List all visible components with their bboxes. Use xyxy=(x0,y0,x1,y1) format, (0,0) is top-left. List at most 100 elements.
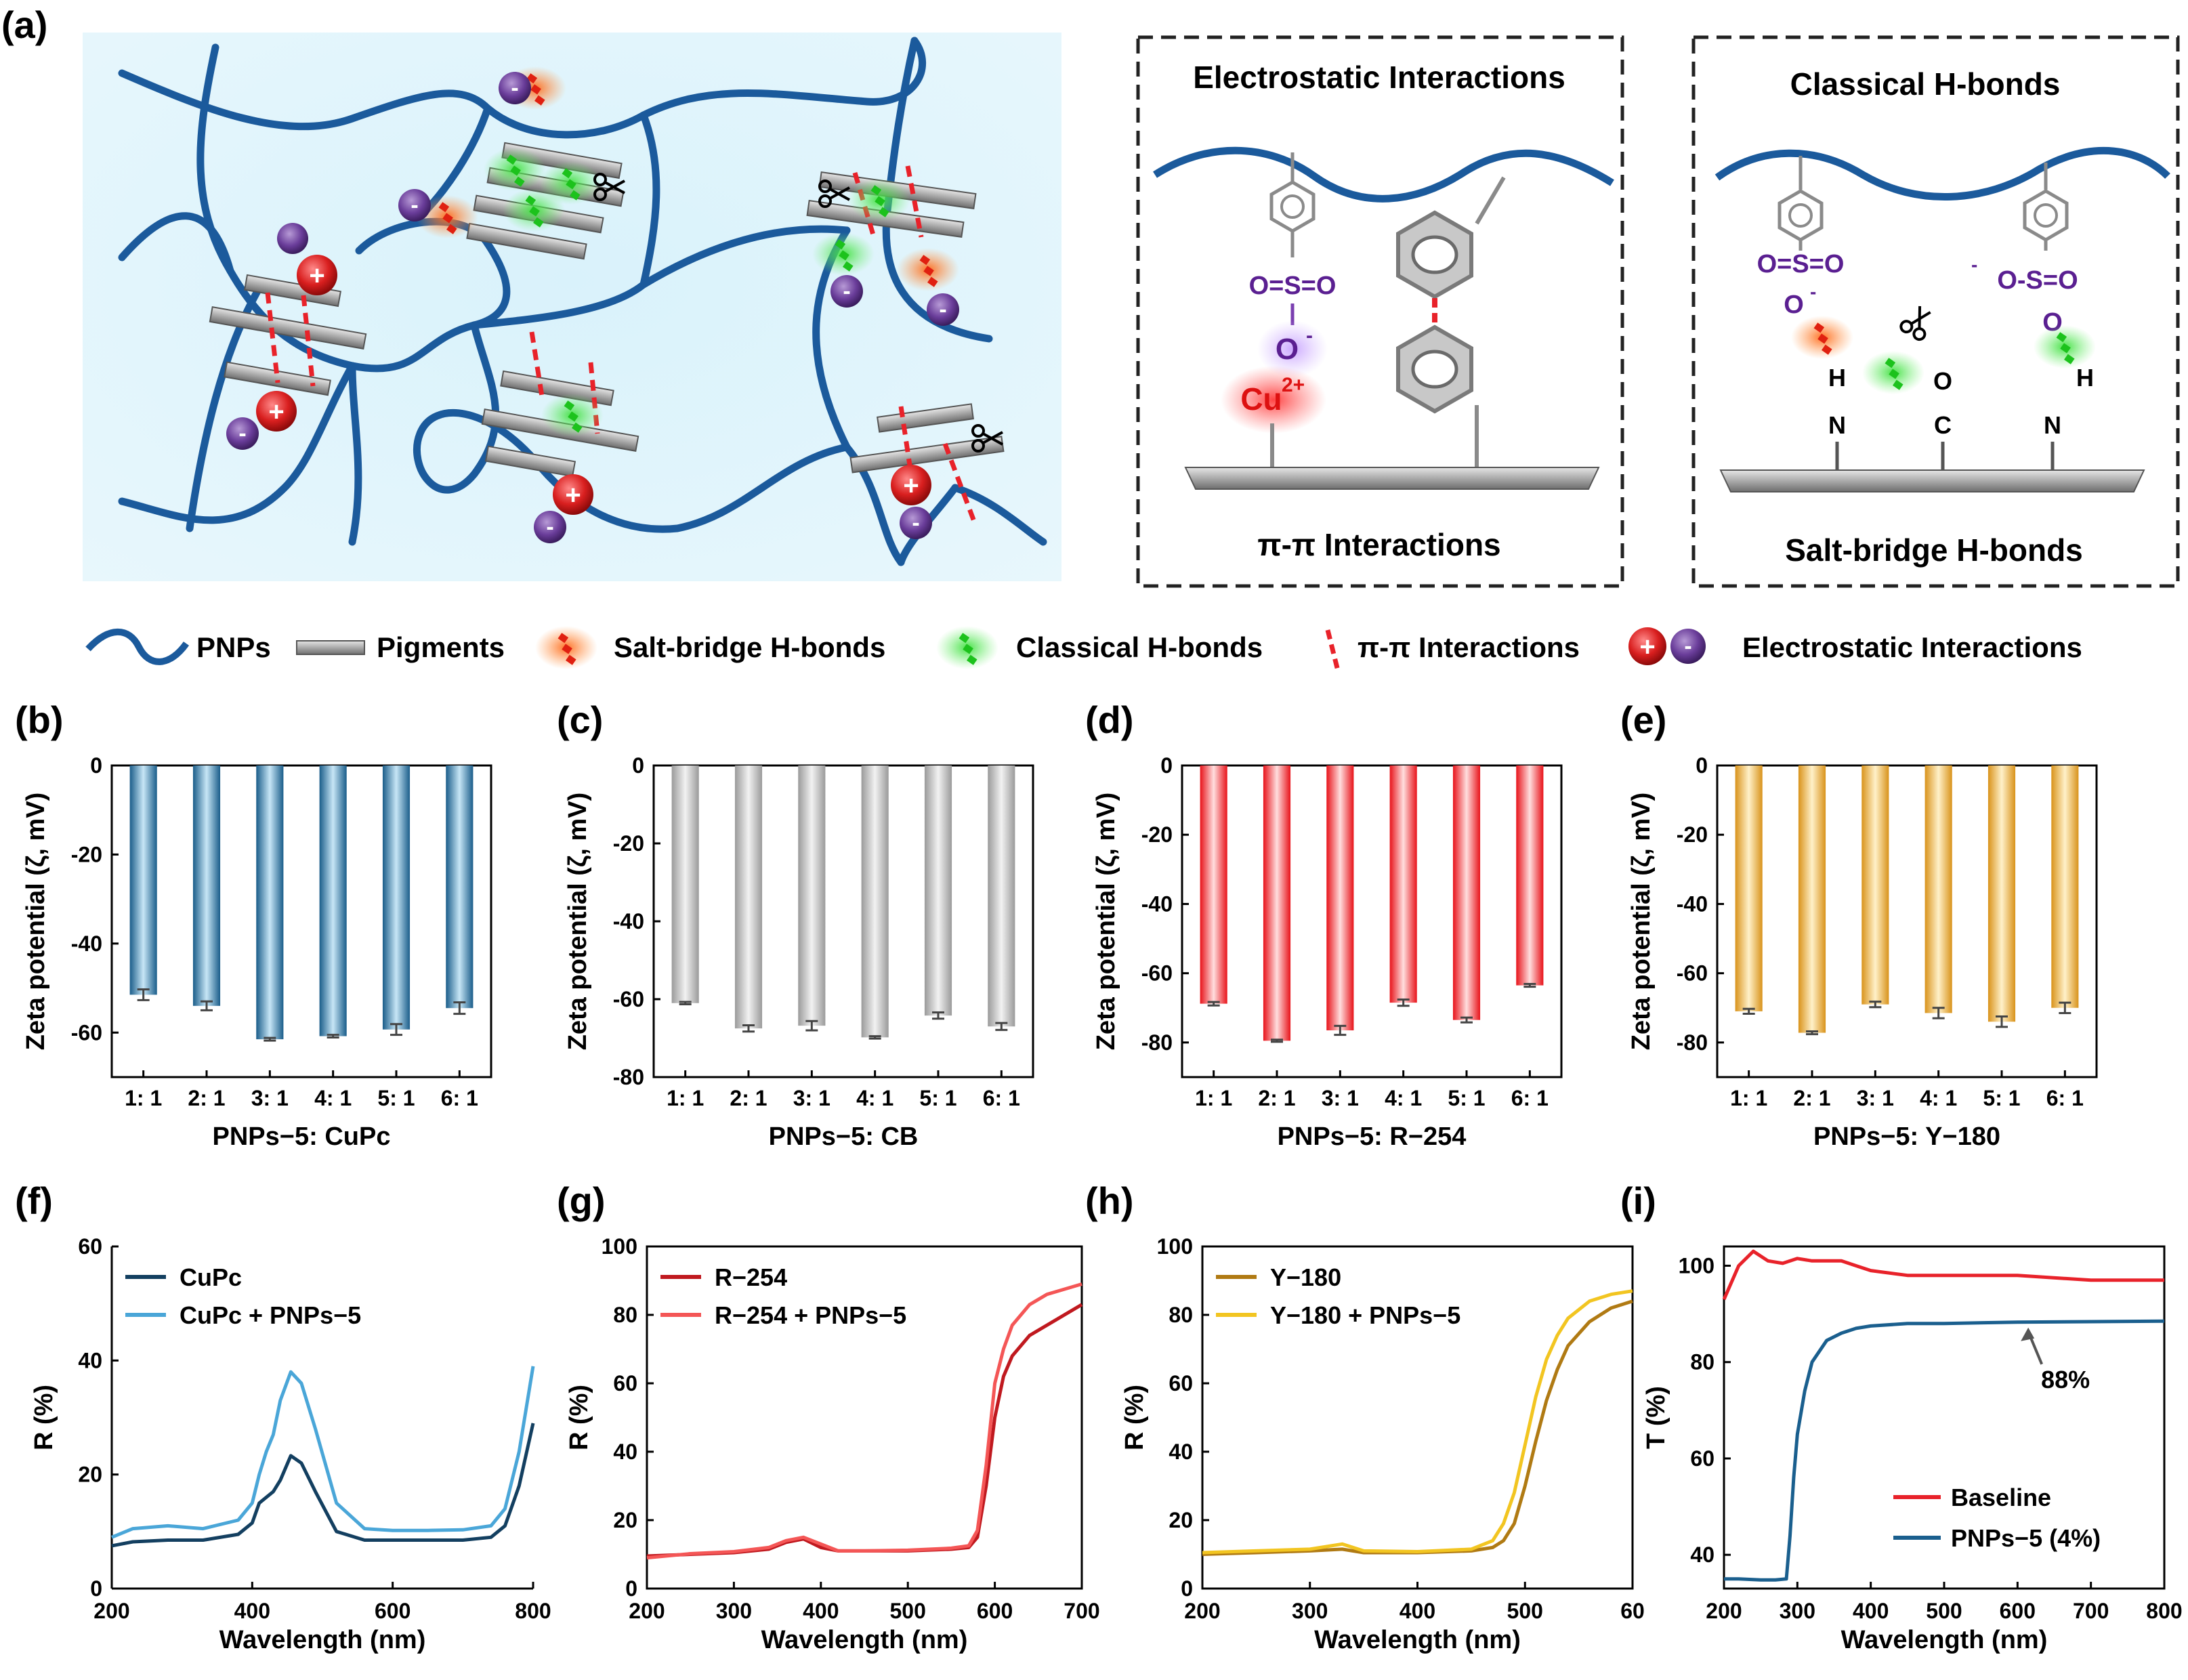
y-axis-title: T (%) xyxy=(1642,1386,1670,1449)
panel-label-i: (i) xyxy=(1620,1179,1656,1222)
y-tick-label: -40 xyxy=(1141,891,1173,916)
x-tick-label: 500 xyxy=(1507,1599,1543,1623)
bar xyxy=(1452,765,1481,1020)
x-axis-title: PNPs−5: CB xyxy=(769,1122,919,1151)
x-tick-label: 300 xyxy=(1292,1599,1328,1623)
key-plus-ion xyxy=(1628,627,1666,665)
x-tick-label: 6: 1 xyxy=(1511,1086,1549,1110)
ion-minus-4: - xyxy=(546,514,553,540)
x-tick-label: 200 xyxy=(1706,1599,1742,1623)
y-tick-label: 20 xyxy=(1169,1508,1193,1532)
box2-right-h: H xyxy=(2076,364,2094,392)
box1-title: Electrostatic Interactions xyxy=(1193,60,1565,95)
x-axis-title: Wavelength (nm) xyxy=(1314,1626,1521,1654)
y-axis-title: R (%) xyxy=(30,1385,58,1450)
y-tick-label: 40 xyxy=(613,1440,637,1464)
y-tick-label: -80 xyxy=(613,1065,644,1089)
x-tick-label: 2: 1 xyxy=(1258,1086,1295,1110)
x-axis-title: Wavelength (nm) xyxy=(219,1626,426,1654)
x-tick-label: 5: 1 xyxy=(1983,1086,2020,1110)
chart-f: 200 400 600 800 0 20 40 60 Wavelength (nm) R (%) C… xyxy=(30,1234,551,1654)
ion-minus-2: - xyxy=(411,192,418,218)
x-tick-label: 1: 1 xyxy=(1195,1086,1232,1110)
bar xyxy=(192,765,221,1006)
x-tick-label: 3: 1 xyxy=(1857,1086,1894,1110)
x-tick-label: 600 xyxy=(375,1599,411,1623)
y-tick-label: -40 xyxy=(71,931,102,956)
y-tick-label: 40 xyxy=(1690,1542,1714,1567)
bar xyxy=(1200,765,1227,1004)
x-tick-label: 400 xyxy=(234,1599,270,1623)
x-tick-label: 5: 1 xyxy=(919,1086,956,1110)
box2-left-sulfonate: O=S=O xyxy=(1757,250,1845,278)
bar xyxy=(1326,765,1354,1030)
y-tick-label: 20 xyxy=(78,1463,102,1487)
y-tick-label: 80 xyxy=(613,1303,637,1327)
key-pipi-swatch xyxy=(1325,629,1341,671)
x-tick-label: 500 xyxy=(890,1599,926,1623)
box2-left-o: O xyxy=(1784,291,1804,319)
x-axis-title: PNPs−5: CuPc xyxy=(213,1122,391,1151)
y-tick-label: 40 xyxy=(1169,1440,1193,1464)
y-tick-label: -40 xyxy=(1677,891,1708,916)
y-tick-label: 60 xyxy=(1690,1446,1714,1471)
bar xyxy=(2051,765,2079,1008)
x-tick-label: 400 xyxy=(1400,1599,1435,1623)
panel-label-d: (d) xyxy=(1085,698,1134,741)
pnp-network xyxy=(118,37,1047,566)
series-line xyxy=(111,1423,535,1548)
box2-right-charge: - xyxy=(1971,254,1977,275)
legend-label: Baseline xyxy=(1951,1484,2051,1511)
y-axis-title: Zeta potential (ζ, mV) xyxy=(564,793,592,1051)
y-tick-label: 40 xyxy=(78,1348,102,1372)
x-tick-label: 3: 1 xyxy=(1322,1086,1359,1110)
x-tick-label: 60 xyxy=(1620,1599,1645,1623)
plot-frame xyxy=(110,764,492,1078)
x-tick-label: 300 xyxy=(1780,1599,1815,1623)
ion-minus-5: - xyxy=(843,278,850,304)
chart-d: 1: 1 2: 1 3: 1 4: 1 5: 1 6: 1 0 -20 -40 -60 -80 PNP… xyxy=(1092,753,1563,1151)
x-tick-label: 500 xyxy=(1926,1599,1962,1623)
y-tick-label: -20 xyxy=(1141,822,1173,847)
series-line xyxy=(1724,1319,2165,1582)
key-salt-bridge: Salt-bridge H-bonds xyxy=(614,631,885,663)
x-tick-label: 300 xyxy=(716,1599,752,1623)
x-tick-label: 200 xyxy=(1184,1599,1220,1623)
box1-cu: Cu xyxy=(1240,381,1282,417)
key-saltbridge-swatch xyxy=(535,626,597,669)
y-tick-label: -20 xyxy=(1677,822,1708,847)
interaction-box-hbonds: Classical H-bonds O=S=O O - H N O C - O-… xyxy=(1691,35,2180,588)
panel-label-e: (e) xyxy=(1620,698,1666,741)
y-axis-title: Zeta potential (ζ, mV) xyxy=(1092,793,1120,1051)
key-pigments: Pigments xyxy=(377,631,505,663)
box2-o: O xyxy=(1933,367,1952,395)
legend-label: Y−180 + PNPs−5 xyxy=(1270,1301,1460,1329)
x-tick-label: 4: 1 xyxy=(856,1086,893,1110)
key-classical: Classical H-bonds xyxy=(1016,631,1263,663)
bar xyxy=(988,765,1015,1027)
ion-plus-4: + xyxy=(903,471,919,501)
y-tick-label: 0 xyxy=(1181,1576,1193,1601)
panel-label-f: (f) xyxy=(15,1179,53,1222)
bar xyxy=(1861,765,1889,1005)
x-axis-title: PNPs−5: Y−180 xyxy=(1813,1122,2000,1151)
series-line xyxy=(1202,1299,1633,1556)
y-tick-label: 0 xyxy=(632,753,644,778)
bar xyxy=(1389,765,1417,1003)
y-tick-label: -60 xyxy=(613,987,644,1011)
x-tick-label: 4: 1 xyxy=(314,1086,352,1110)
plot-frame xyxy=(652,764,1034,1078)
y-tick-label: -40 xyxy=(613,909,644,933)
bar xyxy=(1924,765,1952,1013)
series-line xyxy=(646,1282,1082,1560)
figure-key: PNPs Pigments Salt-bridge H-bonds Classi… xyxy=(85,626,2082,671)
legend-label: Y−180 xyxy=(1270,1263,1341,1291)
plot-frame xyxy=(1181,764,1563,1078)
bar xyxy=(1798,765,1826,1033)
key-pnps-swatch xyxy=(85,628,190,665)
x-tick-label: 5: 1 xyxy=(1448,1086,1485,1110)
panel-label-g: (g) xyxy=(557,1179,606,1222)
box1-o: O xyxy=(1276,333,1299,366)
y-axis-title: Zeta potential (ζ, mV) xyxy=(22,793,50,1051)
